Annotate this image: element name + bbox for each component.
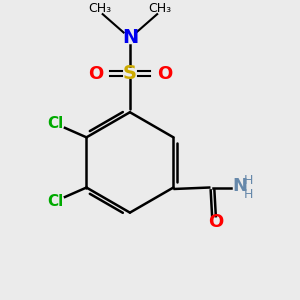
Text: H: H — [244, 174, 253, 187]
Text: Cl: Cl — [47, 116, 64, 131]
Text: CH₃: CH₃ — [148, 2, 172, 16]
Text: O: O — [157, 64, 172, 82]
Text: Cl: Cl — [47, 194, 64, 209]
Text: N: N — [233, 177, 248, 195]
Text: O: O — [208, 213, 224, 231]
Text: S: S — [123, 64, 137, 83]
Text: N: N — [122, 28, 138, 47]
Text: CH₃: CH₃ — [88, 2, 111, 16]
Text: H: H — [244, 188, 253, 201]
Text: O: O — [88, 64, 103, 82]
